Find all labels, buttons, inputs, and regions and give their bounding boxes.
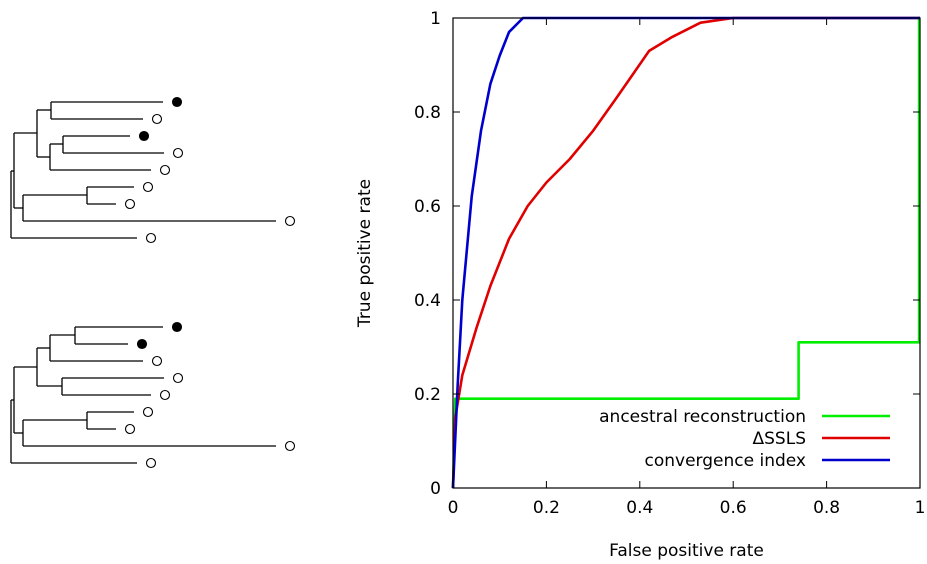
leaf-open-circle-icon (151, 113, 163, 125)
leaf-filled-circle-icon (138, 130, 150, 142)
leaf-open-circle-icon (151, 355, 163, 367)
legend-label: ΔSSLS (753, 429, 806, 449)
x-tick-label: 0.8 (813, 498, 840, 518)
leaf-open-circle-icon (124, 198, 136, 210)
leaf-open-circle-icon (124, 423, 136, 435)
plot-frame (452, 17, 921, 489)
leaf-filled-circle-icon (136, 338, 148, 350)
y-tick-label: 0.8 (414, 103, 441, 123)
ticks-layer: 0 0.2 0.4 0.6 0.8 1 0 0.2 0.4 0.6 0.8 1 (414, 9, 925, 518)
leaf-open-circle-icon (145, 232, 157, 244)
leaf-open-circle-icon (284, 215, 296, 227)
legend-label: ancestral reconstruction (599, 407, 806, 427)
x-tick-label: 0 (448, 498, 459, 518)
leaf-open-circle-icon (172, 147, 184, 159)
tree-1 (10, 96, 296, 244)
y-tick-label: 0 (430, 479, 441, 499)
leaf-open-circle-icon (159, 164, 171, 176)
y-tick-label: 0.2 (414, 385, 441, 405)
phylogenetic-trees (10, 96, 296, 469)
y-tick-label: 1 (430, 9, 441, 29)
leaf-open-circle-icon (145, 457, 157, 469)
x-tick-label: 0.2 (533, 498, 560, 518)
roc-chart: 0 0.2 0.4 0.6 0.8 1 0 0.2 0.4 0.6 0.8 1 False posit… (355, 9, 925, 561)
legend: ancestral reconstructionΔSSLSconvergence… (599, 407, 890, 471)
leaf-open-circle-icon (142, 181, 154, 193)
x-axis-title: False positive rate (609, 541, 764, 561)
leaf-open-circle-icon (142, 406, 154, 418)
x-tick-label: 0.6 (720, 498, 747, 518)
x-tick-label: 0.4 (626, 498, 653, 518)
leaf-open-circle-icon (172, 372, 184, 384)
y-tick-label: 0.4 (414, 291, 441, 311)
y-tick-label: 0.6 (414, 197, 441, 217)
leaf-open-circle-icon (284, 440, 296, 452)
tree-2 (10, 321, 296, 469)
series-line (451, 16, 920, 489)
leaf-open-circle-icon (159, 389, 171, 401)
legend-label: convergence index (645, 451, 806, 471)
y-axis-title: True positive rate (355, 179, 375, 328)
leaf-filled-circle-icon (171, 96, 183, 108)
x-tick-label: 1 (915, 498, 926, 518)
series-line (451, 16, 920, 489)
leaf-filled-circle-icon (171, 321, 183, 333)
